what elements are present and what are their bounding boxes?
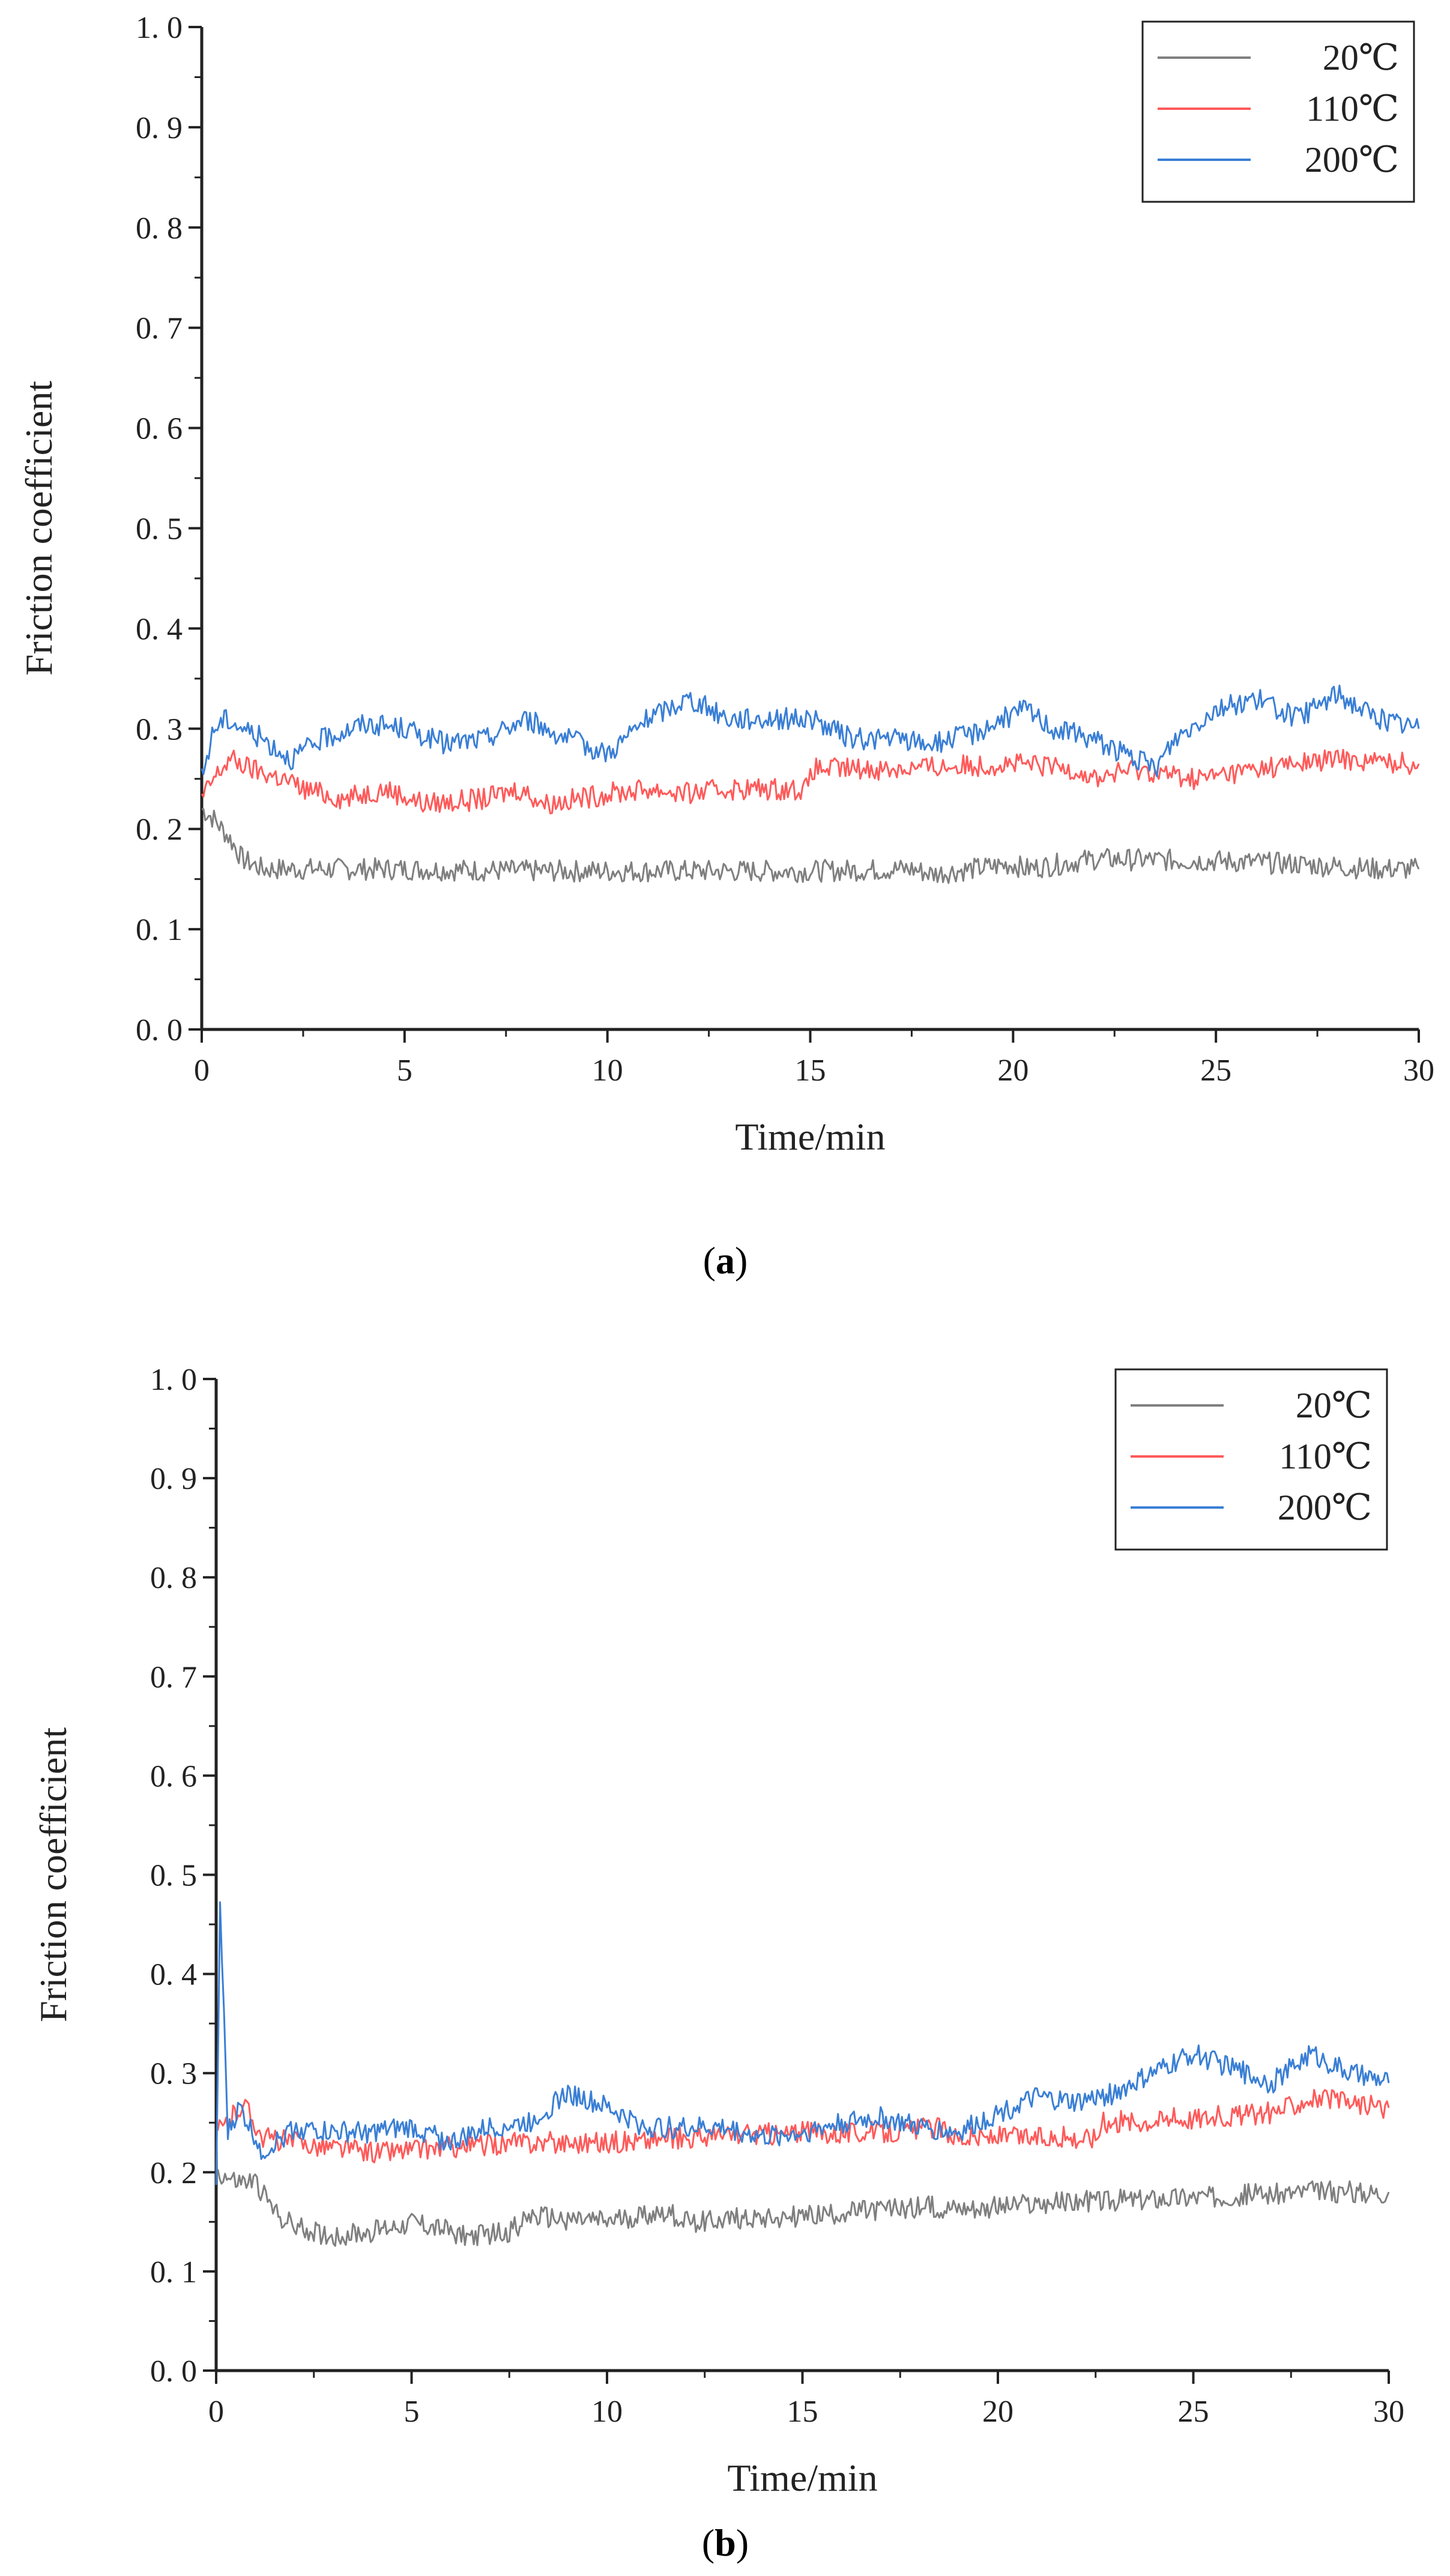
- chart-panel-a: 0. 0 0. 1 0. 2 0. 3 0. 4 0. 5 0. 6 0. 7 0. 8 0. 9…: [17, 11, 1434, 1158]
- y-tick-label: 0. 4: [136, 612, 183, 646]
- y-tick-label: 0. 8: [136, 211, 183, 246]
- series-line-1: [201, 808, 1420, 884]
- x-tick-label: 20: [997, 1053, 1029, 1088]
- y-tick-label: 1. 0: [150, 1363, 197, 1397]
- y-tick-label: 0. 6: [150, 1759, 197, 1793]
- series-line-1: [215, 2169, 1390, 2247]
- y-tick-label: 0. 9: [150, 1462, 197, 1496]
- legend: 20℃ 110℃ 200℃: [1141, 20, 1415, 203]
- y-axis-title: Friction coefficient: [17, 381, 60, 676]
- legend-label: 200℃: [1305, 140, 1399, 180]
- x-tick-label: 15: [795, 1053, 826, 1088]
- x-tick-label: 30: [1373, 2395, 1404, 2429]
- legend: 20℃ 110℃ 200℃: [1114, 1368, 1388, 1551]
- x-tick-label: 25: [1200, 1053, 1231, 1088]
- caption-b: (b): [702, 2521, 749, 2564]
- x-tick-label: 0: [194, 1053, 210, 1088]
- y-tick-label: 0. 1: [150, 2255, 197, 2290]
- series-line-3: [201, 684, 1420, 777]
- y-tick-label: 0. 1: [136, 913, 183, 947]
- y-axis-title: Friction coefficient: [32, 1727, 74, 2022]
- series-line-2: [201, 748, 1420, 814]
- y-tick-label: 0. 2: [150, 2156, 197, 2190]
- x-tick-label: 10: [591, 2395, 623, 2429]
- chart-panel-b: 0. 0 0. 1 0. 2 0. 3 0. 4 0. 5 0. 6 0. 7 0. 8 0. 9…: [32, 1363, 1404, 2499]
- x-axis-title: Time/min: [727, 2456, 877, 2499]
- legend-label: 110℃: [1306, 89, 1399, 129]
- y-tick-label: 0. 8: [150, 1561, 197, 1595]
- legend-label: 20℃: [1323, 38, 1399, 77]
- legend-label: 110℃: [1279, 1437, 1372, 1476]
- y-tick-label: 0. 4: [150, 1958, 197, 1992]
- y-tick-label: 0. 0: [150, 2354, 197, 2389]
- legend-box: [1141, 20, 1415, 203]
- y-tick-label: 0. 9: [136, 111, 183, 145]
- y-tick-label: 1. 0: [136, 11, 183, 45]
- x-tick-label: 5: [404, 2395, 420, 2429]
- y-tick-label: 0. 2: [136, 813, 183, 847]
- x-tick-label: 0: [208, 2395, 224, 2429]
- y-tick-label: 0. 7: [150, 1660, 197, 1694]
- legend-label: 200℃: [1278, 1488, 1372, 1527]
- y-tick-label: 0. 5: [150, 1859, 197, 1893]
- x-tick-label: 10: [592, 1053, 623, 1088]
- series-line-2: [216, 2089, 1390, 2163]
- x-tick-label: 5: [397, 1053, 412, 1088]
- x-axis-title: Time/min: [735, 1115, 885, 1158]
- x-tick-label: 30: [1403, 1053, 1434, 1088]
- y-tick-label: 0. 7: [136, 312, 183, 346]
- x-tick-label: 15: [787, 2395, 818, 2429]
- y-tick-label: 0. 5: [136, 512, 183, 547]
- series-line-3: [215, 1901, 1390, 2185]
- legend-label: 20℃: [1296, 1386, 1372, 1425]
- legend-box: [1114, 1368, 1388, 1551]
- y-tick-label: 0. 0: [136, 1013, 183, 1047]
- y-tick-label: 0. 6: [136, 412, 183, 446]
- y-tick-label: 0. 3: [136, 712, 183, 747]
- y-tick-label: 0. 3: [150, 2057, 197, 2091]
- x-tick-label: 25: [1178, 2395, 1209, 2429]
- caption-a: (a): [703, 1239, 748, 1282]
- x-tick-label: 20: [982, 2395, 1013, 2429]
